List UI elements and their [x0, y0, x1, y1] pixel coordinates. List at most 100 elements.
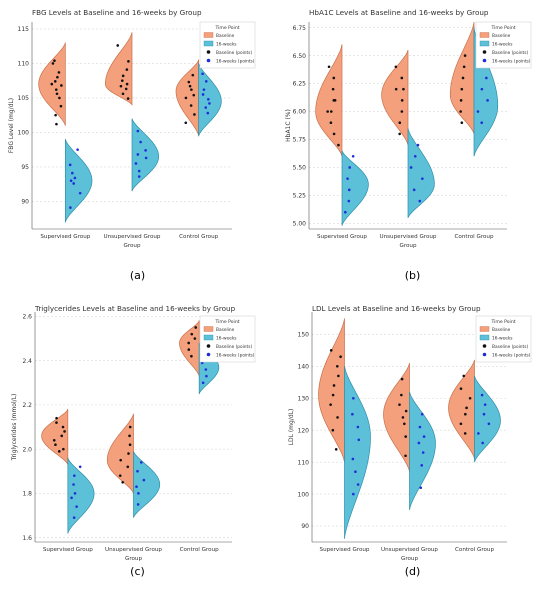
- baseline-point: [403, 422, 406, 426]
- 16-weeks-point: [144, 149, 147, 152]
- 16-weeks-point: [356, 483, 360, 486]
- 16-weeks-point: [134, 162, 138, 165]
- 16-weeks-violin: [67, 457, 95, 535]
- chart-title: FBG Levels at Baseline and 16-weeks by G…: [32, 8, 202, 17]
- x-tick-label: Supervised Group: [320, 547, 370, 553]
- y-tick-label: 115: [18, 26, 30, 33]
- 16-weeks-violin: [341, 150, 369, 226]
- 16-weeks-point: [419, 486, 423, 489]
- baseline-point: [332, 99, 336, 102]
- baseline-point: [326, 110, 329, 113]
- legend: Time Point Baseline 16-weeks Baseline (poin…: [475, 21, 532, 69]
- baseline-point: [463, 54, 467, 57]
- 16-weeks-point: [201, 72, 204, 76]
- legend-title: Time Point: [490, 319, 515, 325]
- baseline-point: [53, 80, 57, 83]
- baseline-point: [468, 396, 472, 400]
- 16-weeks-point: [480, 121, 484, 124]
- baseline-point: [51, 62, 55, 65]
- legend-entry: Baseline: [216, 327, 235, 333]
- legend-marker: [482, 344, 487, 348]
- y-axis-label: Triglycerides (mmol/L): [11, 394, 18, 462]
- baseline-point: [120, 79, 124, 82]
- 16-weeks-point: [206, 111, 210, 115]
- legend-entry: 16-weeks (points): [216, 58, 255, 64]
- legend-swatch: [203, 326, 214, 332]
- 16-weeks-violin: [133, 451, 161, 518]
- 16-weeks-point: [487, 422, 491, 426]
- x-axis-label: Group: [401, 556, 418, 562]
- 16-weeks-point: [78, 465, 82, 469]
- legend-title: Time Point: [214, 319, 239, 325]
- baseline-point: [336, 416, 339, 419]
- x-tick-label: Supervised Group: [43, 547, 93, 553]
- baseline-violin: [105, 32, 133, 106]
- baseline-point: [460, 121, 464, 124]
- baseline-violin: [381, 49, 409, 146]
- legend-entry: Baseline (points): [216, 50, 252, 56]
- y-tick-label: 6.25: [293, 81, 307, 88]
- baseline-point: [193, 113, 196, 116]
- x-tick-label: Unsupervised Group: [381, 547, 438, 553]
- baseline-point: [400, 99, 404, 102]
- baseline-point: [124, 87, 128, 91]
- baseline-point: [128, 443, 132, 446]
- baseline-point: [55, 122, 58, 126]
- 16-weeks-point: [418, 425, 422, 429]
- baseline-point: [459, 110, 462, 113]
- 16-weeks-violin: [198, 63, 222, 137]
- 16-weeks-point: [409, 166, 413, 169]
- baseline-point: [188, 84, 192, 88]
- y-tick-label: 5.25: [293, 193, 307, 200]
- baseline-point: [194, 326, 198, 329]
- legend-swatch: [203, 40, 214, 47]
- baseline-point: [404, 454, 407, 458]
- legend: Time Point Baseline 16-weeks Baseline (poin…: [199, 315, 256, 363]
- 16-weeks-point: [76, 148, 79, 151]
- legend-swatch: [203, 32, 214, 38]
- legend-entry: Baseline: [492, 327, 511, 333]
- 16-weeks-point: [483, 403, 487, 406]
- panel-label: (c): [130, 565, 145, 578]
- 16-weeks-point: [73, 176, 77, 180]
- 16-weeks-point: [68, 163, 72, 167]
- baseline-point: [404, 435, 408, 438]
- 16-weeks-point: [201, 381, 205, 385]
- 16-weeks-violin: [407, 128, 435, 218]
- 16-weeks-point: [139, 461, 143, 464]
- 16-weeks-point: [208, 102, 211, 105]
- panel-label: (a): [130, 269, 145, 282]
- baseline-point: [128, 434, 131, 438]
- baseline-point: [192, 93, 196, 97]
- legend-marker: [482, 50, 487, 54]
- baseline-point: [331, 428, 335, 432]
- legend-entry: Baseline: [492, 33, 511, 39]
- panel-label: (d): [405, 565, 421, 578]
- baseline-point: [53, 59, 56, 62]
- baseline-point: [125, 68, 129, 71]
- 16-weeks-violin: [474, 375, 501, 463]
- baseline-point: [401, 416, 405, 419]
- baseline-point: [329, 403, 332, 406]
- legend-entry: 16-weeks (points): [216, 352, 255, 358]
- baseline-point: [464, 412, 467, 416]
- baseline-point: [128, 425, 132, 429]
- 16-weeks-point: [137, 175, 141, 178]
- baseline-point: [329, 121, 333, 124]
- legend-entry: Baseline: [216, 33, 235, 39]
- baseline-point: [55, 416, 58, 420]
- 16-weeks-point: [348, 166, 351, 169]
- baseline-point: [339, 355, 342, 359]
- baseline-point: [126, 97, 130, 100]
- baseline-point: [459, 99, 463, 102]
- baseline-point: [332, 76, 336, 80]
- y-axis-label: FBG Level (mg/dL): [8, 98, 15, 153]
- baseline-point: [190, 354, 193, 358]
- 16-weeks-point: [480, 393, 484, 397]
- x-tick-label: Control Group: [180, 547, 219, 553]
- baseline-point: [127, 452, 130, 455]
- baseline-point: [460, 87, 464, 91]
- baseline-violin: [175, 59, 200, 137]
